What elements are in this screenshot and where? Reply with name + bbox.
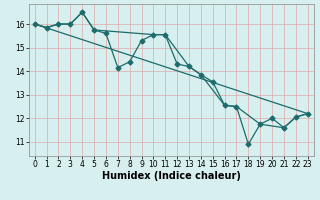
X-axis label: Humidex (Indice chaleur): Humidex (Indice chaleur) [102, 171, 241, 181]
